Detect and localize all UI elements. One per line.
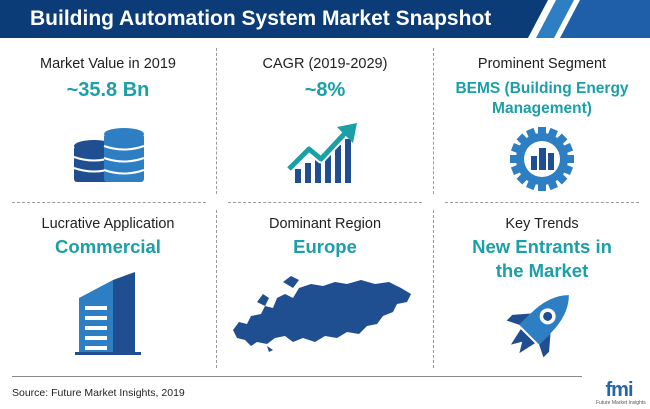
cagr-value: ~8% bbox=[304, 79, 346, 101]
fmi-logo: fmi Future Market Insights bbox=[596, 379, 646, 407]
divider-vertical-4 bbox=[433, 210, 434, 368]
cagr-label: CAGR (2019-2029) bbox=[262, 56, 388, 72]
banner-shape bbox=[0, 0, 650, 38]
lucrative-application-value: Commercial bbox=[55, 236, 161, 257]
page-title: Building Automation System Market Snapsh… bbox=[30, 7, 492, 30]
dominant-region-label: Dominant Region bbox=[268, 216, 382, 232]
logo-text: fmi bbox=[605, 379, 634, 401]
key-trends-label: Key Trends bbox=[505, 216, 579, 232]
cagr-card: CAGR (2019-2029) ~8% bbox=[217, 55, 433, 101]
divider-horizontal-3 bbox=[445, 202, 639, 203]
office-building-icon bbox=[75, 272, 141, 355]
divider-vertical-3 bbox=[216, 210, 217, 368]
dominant-region-card: Dominant Region Europe bbox=[217, 215, 433, 259]
rocket-icon bbox=[506, 295, 569, 358]
market-value-card: Market Value in 2019 ~35.8 Bn bbox=[0, 55, 216, 101]
title-banner: Building Automation System Market Snapsh… bbox=[0, 0, 650, 38]
prominent-segment-label: Prominent Segment bbox=[477, 56, 607, 72]
footer-divider bbox=[12, 376, 582, 377]
europe-map-icon bbox=[233, 276, 411, 352]
key-trends-card: Key Trends New Entrants in the Market bbox=[434, 215, 650, 283]
lucrative-application-card: Lucrative Application Commercial bbox=[0, 215, 216, 259]
market-value-label: Market Value in 2019 bbox=[40, 56, 176, 72]
divider-vertical-2 bbox=[433, 48, 434, 194]
source-note: Source: Future Market Insights, 2019 bbox=[12, 387, 185, 399]
divider-vertical-1 bbox=[216, 48, 217, 194]
key-trends-value: New Entrants in the Market bbox=[472, 236, 612, 281]
lucrative-application-label: Lucrative Application bbox=[41, 216, 175, 232]
gear-building-icon bbox=[510, 127, 574, 191]
prominent-segment-value: BEMS (Building Energy Management) bbox=[455, 80, 629, 117]
market-value-value: ~35.8 Bn bbox=[66, 79, 150, 101]
divider-horizontal-1 bbox=[12, 202, 206, 203]
prominent-segment-card: Prominent Segment BEMS (Building Energy … bbox=[434, 55, 650, 119]
divider-horizontal-2 bbox=[228, 202, 422, 203]
coin-stack-icon bbox=[73, 128, 145, 182]
dominant-region-value: Europe bbox=[293, 236, 357, 257]
growth-chart-icon bbox=[287, 123, 357, 183]
logo-subtext: Future Market Insights bbox=[596, 400, 646, 406]
